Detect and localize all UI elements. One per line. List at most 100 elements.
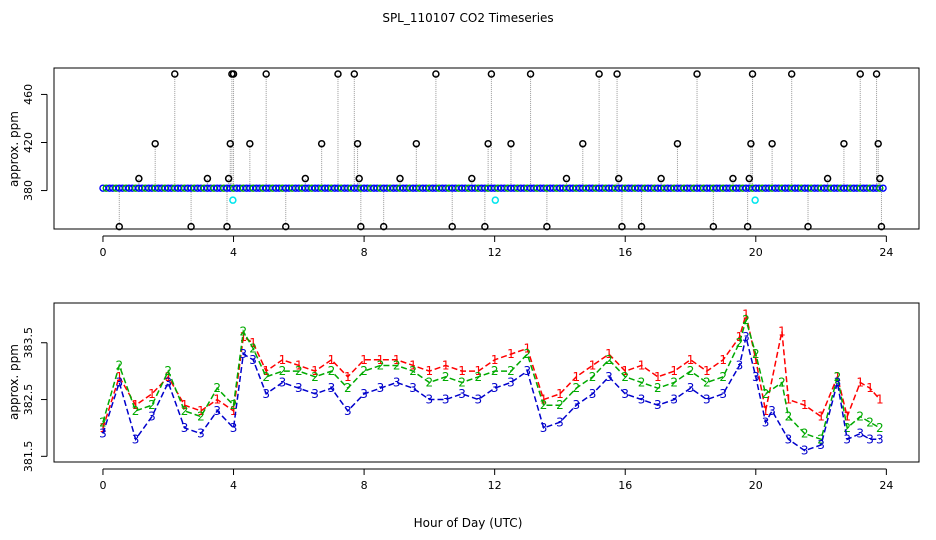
- outlier-point: [355, 174, 363, 183]
- series-3-marker: 3: [556, 415, 564, 429]
- series-1-marker: 1: [638, 358, 646, 372]
- series-2-marker: 2: [752, 347, 760, 361]
- series-1-marker: 1: [572, 370, 580, 384]
- series-3-marker: 3: [703, 393, 711, 407]
- series-1-marker: 1: [589, 358, 597, 372]
- outlier-point: [693, 70, 701, 78]
- outlier-point: [657, 174, 665, 183]
- top-x-tick-label: 4: [230, 246, 237, 259]
- series-2-marker: 2: [491, 364, 499, 378]
- series-1-marker: 1: [762, 404, 770, 418]
- top-x-tick-label: 8: [361, 246, 368, 259]
- series-2-marker: 2: [670, 376, 678, 390]
- top-x-tick-label: 16: [618, 246, 632, 259]
- outlier-point: [872, 70, 881, 78]
- series-2-marker: 2: [719, 370, 727, 384]
- series-1-marker: 1: [856, 376, 864, 390]
- series-2-marker: 2: [507, 364, 515, 378]
- series-1-marker: 1: [99, 421, 107, 435]
- outlier-point: [432, 70, 440, 78]
- outlier-point: [745, 174, 754, 183]
- outlier-point: [246, 139, 254, 148]
- series-1-marker: 1: [393, 353, 401, 367]
- series-3-marker: 3: [834, 376, 842, 390]
- outlier-point: [595, 70, 603, 78]
- series-3-marker: 3: [589, 387, 597, 401]
- series-2-marker: 2: [230, 398, 238, 412]
- series-1-marker: 1: [654, 370, 662, 384]
- series-1-marker: 1: [752, 353, 760, 367]
- outlier-point: [618, 222, 626, 231]
- series-3-marker: 3: [621, 387, 629, 401]
- series-1-marker: 1: [164, 370, 172, 384]
- series-3-marker: 3: [360, 387, 368, 401]
- outlier-point: [876, 174, 884, 183]
- series-2-marker: 2: [426, 376, 434, 390]
- series-2-marker: 2: [572, 381, 580, 395]
- series-3-marker: 3: [762, 415, 770, 429]
- series-2-marker: 2: [540, 398, 548, 412]
- series-1-marker: 1: [687, 353, 695, 367]
- series-1-marker: 1: [556, 387, 564, 401]
- outlier-point: [579, 139, 587, 148]
- outlier-point: [151, 139, 159, 148]
- outlier-point: [282, 222, 290, 231]
- series-3-marker: 3: [249, 353, 257, 367]
- series-1-marker: 1: [876, 393, 884, 407]
- baseline-point: [876, 184, 884, 192]
- series-3-marker: 3: [197, 427, 205, 441]
- series-3-marker: 3: [181, 421, 189, 435]
- series-1-marker: 1: [491, 353, 499, 367]
- series-2-marker: 2: [181, 404, 189, 418]
- series-3-marker: 3: [475, 393, 483, 407]
- series-3-marker: 3: [311, 387, 319, 401]
- outlier-point: [224, 174, 233, 183]
- outlier-point: [357, 222, 365, 231]
- outlier-point: [301, 174, 310, 183]
- series-3-marker: 3: [99, 427, 107, 441]
- series-1-marker: 1: [817, 410, 825, 424]
- series-2-marker: 2: [605, 353, 613, 367]
- series-3-marker: 3: [442, 393, 450, 407]
- series-2-marker: 2: [475, 370, 483, 384]
- outlier-point: [226, 139, 235, 148]
- top-axes: 0 4 8 12 16 20 24 380 420 460: [22, 84, 893, 259]
- top-panel: approx. ppm 0 4 8 12 16 20 24 380 420 460: [7, 67, 920, 259]
- series-2-marker: 2: [393, 358, 401, 372]
- outlier-point: [448, 222, 456, 231]
- series-2-marker: 2: [409, 364, 417, 378]
- series-3-marker: 3: [742, 330, 750, 344]
- outlier-point: [487, 70, 496, 78]
- bottom-y-tick-label: 383.5: [22, 327, 35, 359]
- bottom-plot-frame: [53, 302, 920, 463]
- series-1-marker: 1: [295, 358, 303, 372]
- series-2-marker: 2: [360, 364, 368, 378]
- series-1-marker: 1: [279, 353, 287, 367]
- outlier-point: [334, 70, 342, 78]
- series-3-marker: 3: [377, 381, 385, 395]
- series-2-marker: 2: [762, 387, 770, 401]
- series-1-marker: 1: [426, 364, 434, 378]
- outlier-point: [874, 139, 882, 148]
- outlier-point: [379, 222, 388, 231]
- series-1-marker: 1: [605, 347, 613, 361]
- bottom-x-tick-label: 12: [488, 479, 502, 492]
- outlier-point: [507, 139, 515, 148]
- series-1-marker: 1: [132, 398, 140, 412]
- series-2-marker: 2: [115, 358, 123, 372]
- series-1-marker: 1: [360, 353, 368, 367]
- series-3-marker: 3: [344, 404, 352, 418]
- series-2-marker: 2: [197, 410, 205, 424]
- series-3-marker: 3: [817, 438, 825, 452]
- series-3-marker: 3: [540, 421, 548, 435]
- series-2-marker: 2: [778, 376, 786, 390]
- series-3-marker: 3: [605, 370, 613, 384]
- series-1-marker: 1: [866, 381, 874, 395]
- outlier-point: [637, 222, 646, 231]
- series-2-marker: 2: [589, 370, 597, 384]
- outlier-point: [729, 174, 737, 183]
- top-x-tick-label: 0: [99, 246, 106, 259]
- series-3-marker: 3: [785, 432, 793, 446]
- series-3-marker: 3: [687, 381, 695, 395]
